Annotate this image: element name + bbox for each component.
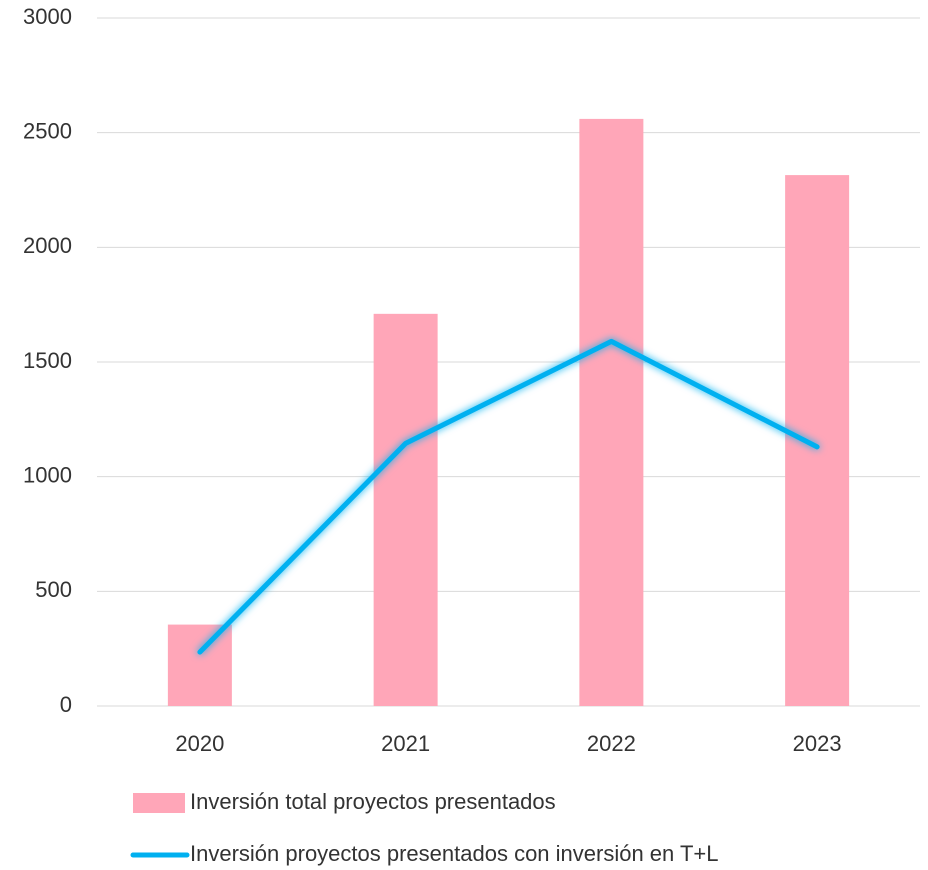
legend-label: Inversión proyectos presentados con inve…: [190, 841, 719, 866]
bar: [785, 175, 850, 707]
x-tick-label: 2021: [381, 731, 430, 756]
legend-label: Inversión total proyectos presentados: [190, 789, 556, 814]
line: [197, 338, 820, 655]
bar: [167, 624, 232, 706]
y-tick-label: 0: [60, 692, 72, 717]
y-tick-label: 1000: [23, 462, 72, 487]
y-tick-label: 1500: [23, 348, 72, 373]
x-tick-label: 2020: [175, 731, 224, 756]
x-tick-label: 2022: [587, 731, 636, 756]
y-tick-label: 3000: [23, 4, 72, 29]
y-tick-label: 500: [35, 577, 72, 602]
bar: [373, 313, 438, 706]
legend-swatch: [133, 793, 185, 813]
y-tick-label: 2500: [23, 118, 72, 143]
y-tick-label: 2000: [23, 233, 72, 258]
bar: [579, 118, 644, 706]
x-tick-label: 2023: [793, 731, 842, 756]
